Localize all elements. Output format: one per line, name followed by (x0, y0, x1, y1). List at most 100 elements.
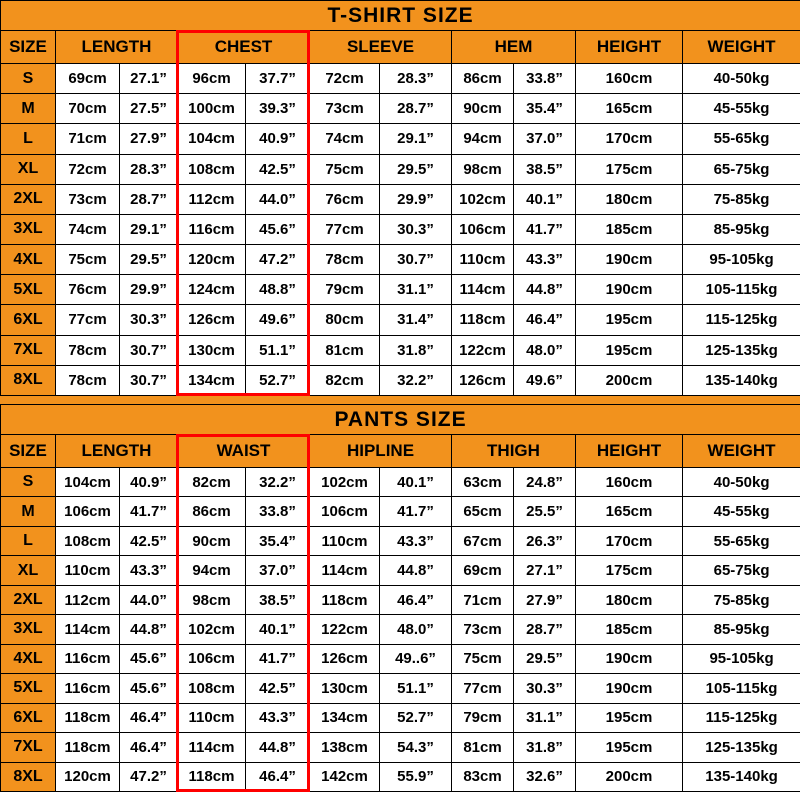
value-cell: 112cm (55, 584, 120, 616)
value-cell: 102cm (309, 466, 380, 498)
value-cell: 55-65kg (681, 525, 800, 557)
value-cell: 175cm (575, 555, 683, 586)
size-label-cell: 8XL (0, 364, 56, 397)
value-cell: 40.1” (379, 466, 452, 498)
value-cell: 35.4” (513, 93, 576, 125)
value-cell: 44.0” (119, 584, 178, 616)
value-cell: 125-135kg (681, 334, 800, 366)
value-cell: 72cm (55, 153, 120, 185)
value-cell: 110cm (309, 525, 380, 557)
value-cell: 190cm (575, 274, 683, 306)
value-cell: 46.4” (119, 732, 178, 763)
value-cell: 65-75kg (681, 153, 800, 185)
value-cell: 44.8” (119, 614, 178, 645)
value-cell: 76cm (309, 183, 380, 215)
size-label-cell: 3XL (0, 614, 56, 645)
size-label-cell: M (0, 93, 56, 125)
value-cell: 190cm (575, 244, 683, 276)
tshirt-table: T-SHIRT SIZE SIZE LENGTH CHEST SLEEVE HEM HEIG… (0, 0, 800, 397)
column-header-size: SIZE (0, 434, 56, 468)
value-cell: 75cm (309, 153, 380, 185)
value-cell: 41.7” (245, 643, 310, 675)
value-cell: 142cm (309, 761, 380, 793)
value-cell: 31.1” (513, 702, 576, 734)
value-cell: 105-115kg (681, 673, 800, 704)
value-cell: 41.7” (379, 496, 452, 527)
table-row: 2XL 73cm 28.7” 112cm 44.0” 76cm 29.9” 102cm 40.1… (0, 183, 800, 215)
value-cell: 114cm (451, 274, 514, 306)
value-cell: 95-105kg (681, 643, 800, 675)
column-header-waist: WAIST (177, 434, 310, 468)
value-cell: 200cm (575, 364, 683, 397)
value-cell: 48.8” (245, 274, 310, 306)
value-cell: 160cm (575, 62, 683, 95)
table-row: 6XL 118cm 46.4” 110cm 43.3” 134cm 52.7” 79cm 31.… (0, 702, 800, 734)
value-cell: 45.6” (119, 643, 178, 675)
value-cell: 115-125kg (681, 304, 800, 336)
value-cell: 46.4” (379, 584, 452, 616)
column-header-height: HEIGHT (575, 30, 683, 64)
column-header-weight: WEIGHT (681, 30, 800, 64)
value-cell: 69cm (55, 62, 120, 95)
value-cell: 94cm (451, 123, 514, 155)
value-cell: 28.3” (119, 153, 178, 185)
value-cell: 160cm (575, 466, 683, 498)
value-cell: 82cm (309, 364, 380, 397)
column-header-thigh: THIGH (451, 434, 576, 468)
pants-size-table: PANTS SIZE SIZE LENGTH WAIST HIPLINE THIGH HEI… (0, 404, 800, 793)
size-label-cell: 4XL (0, 643, 56, 675)
value-cell: 31.4” (379, 304, 452, 336)
value-cell: 71cm (55, 123, 120, 155)
value-cell: 65cm (451, 496, 514, 527)
value-cell: 45.6” (119, 673, 178, 704)
value-cell: 102cm (451, 183, 514, 215)
value-cell: 73cm (55, 183, 120, 215)
value-cell: 79cm (451, 702, 514, 734)
value-cell: 27.1” (513, 555, 576, 586)
value-cell: 49.6” (245, 304, 310, 336)
value-cell: 81cm (309, 334, 380, 366)
value-cell: 31.8” (379, 334, 452, 366)
value-cell: 73cm (309, 93, 380, 125)
value-cell: 40.9” (119, 466, 178, 498)
table-row: 4XL 75cm 29.5” 120cm 47.2” 78cm 30.7” 110cm 43.3… (0, 244, 800, 276)
value-cell: 122cm (309, 614, 380, 645)
table-title: T-SHIRT SIZE (0, 0, 800, 31)
size-label-cell: XL (0, 555, 56, 586)
value-cell: 26.3” (513, 525, 576, 557)
value-cell: 29.1” (119, 213, 178, 246)
value-cell: 31.1” (379, 274, 452, 306)
value-cell: 43.3” (119, 555, 178, 586)
value-cell: 63cm (451, 466, 514, 498)
value-cell: 54.3” (379, 732, 452, 763)
column-header-sleeve: SLEEVE (309, 30, 452, 64)
size-label-cell: 6XL (0, 304, 56, 336)
table-row: 5XL 76cm 29.9” 124cm 48.8” 79cm 31.1” 114cm 44.8… (0, 274, 800, 306)
value-cell: 30.7” (119, 334, 178, 366)
value-cell: 134cm (177, 364, 246, 397)
value-cell: 95-105kg (681, 244, 800, 276)
table-row: XL 72cm 28.3” 108cm 42.5” 75cm 29.5” 98cm 38.5” 1… (0, 153, 800, 185)
table-row: L 108cm 42.5” 90cm 35.4” 110cm 43.3” 67cm 26.3” 1… (0, 525, 800, 557)
value-cell: 106cm (177, 643, 246, 675)
bottom-white-strip (0, 792, 800, 800)
table-row: 8XL 78cm 30.7” 134cm 52.7” 82cm 32.2” 126cm 49.6… (0, 364, 800, 397)
value-cell: 106cm (309, 496, 380, 527)
value-cell: 86cm (451, 62, 514, 95)
value-cell: 29.5” (513, 643, 576, 675)
size-label-cell: 2XL (0, 584, 56, 616)
value-cell: 110cm (451, 244, 514, 276)
value-cell: 114cm (55, 614, 120, 645)
value-cell: 90cm (177, 525, 246, 557)
value-cell: 28.7” (119, 183, 178, 215)
value-cell: 38.5” (245, 584, 310, 616)
value-cell: 135-140kg (681, 761, 800, 793)
value-cell: 75cm (451, 643, 514, 675)
value-cell: 43.3” (513, 244, 576, 276)
value-cell: 200cm (575, 761, 683, 793)
value-cell: 108cm (177, 673, 246, 704)
value-cell: 48.0” (379, 614, 452, 645)
value-cell: 112cm (177, 183, 246, 215)
value-cell: 195cm (575, 732, 683, 763)
value-cell: 43.3” (379, 525, 452, 557)
